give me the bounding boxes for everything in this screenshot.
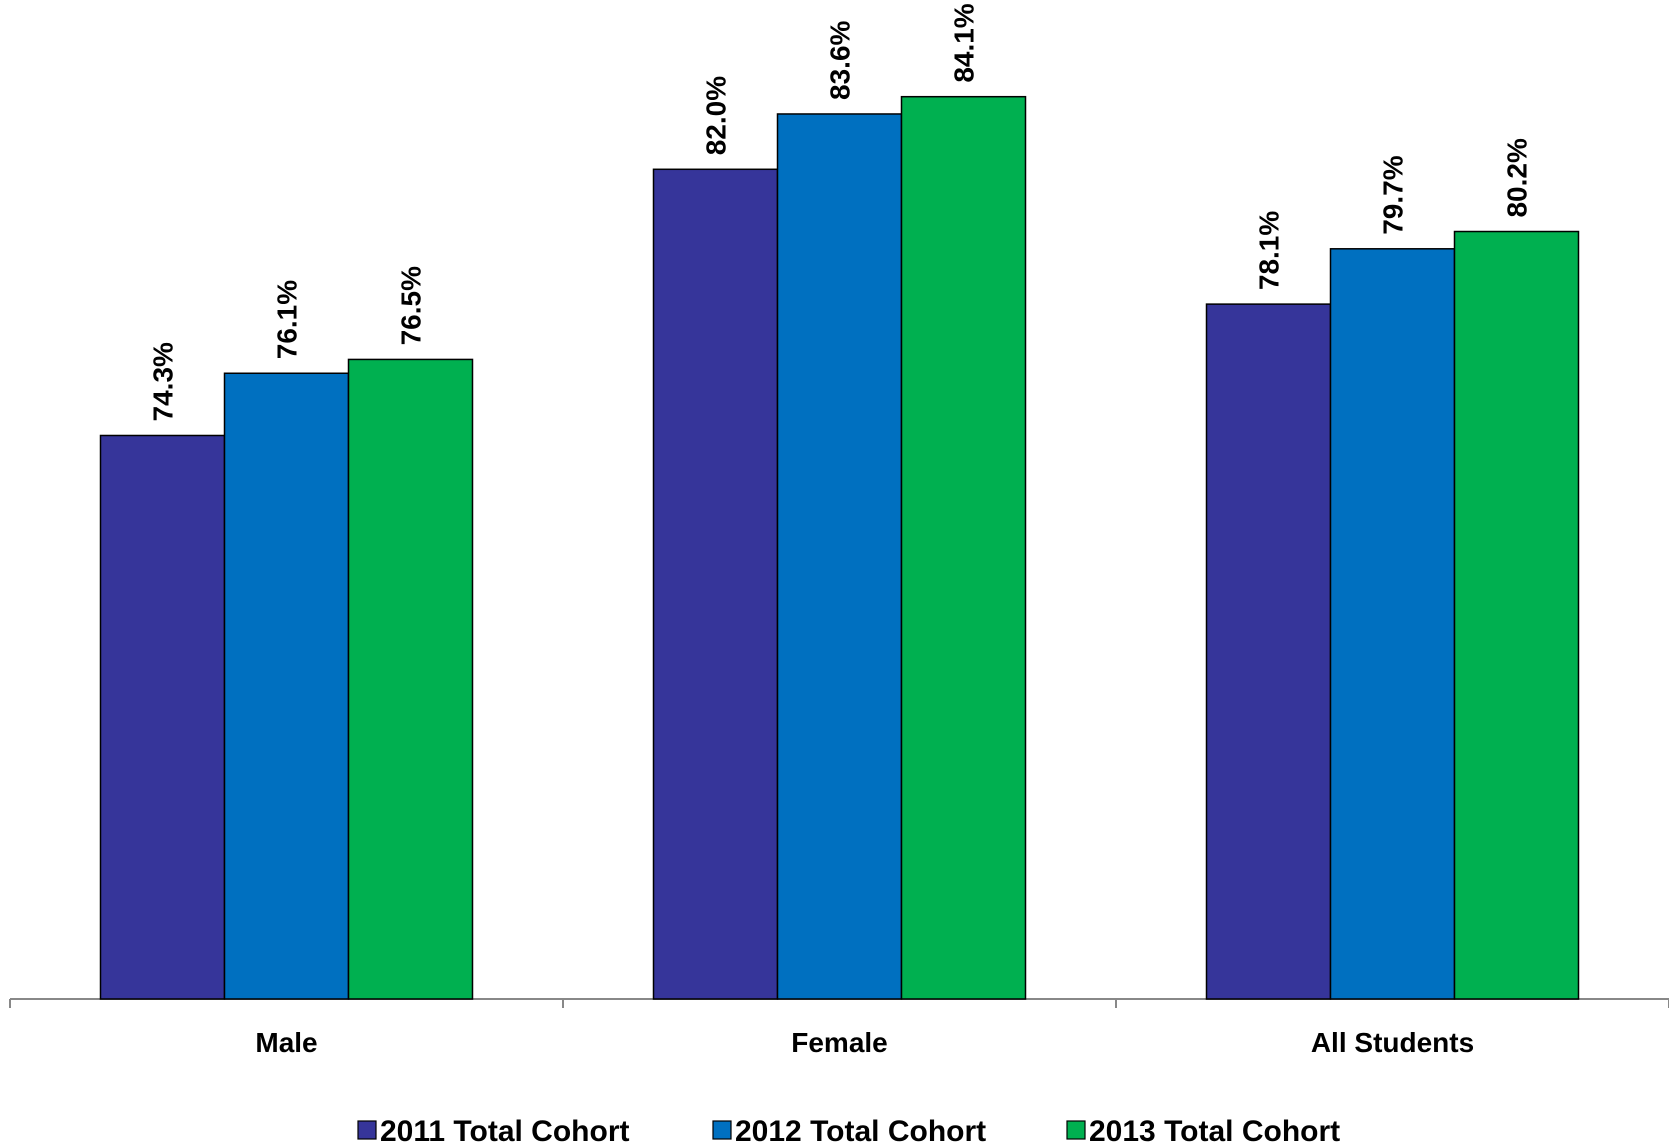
bar — [347, 358, 474, 1000]
legend-label: 2012 Total Cohort — [735, 1115, 986, 1147]
data-label: 78.1% — [1254, 211, 1285, 290]
category-labels-group: Male Female All Students — [255, 1027, 1474, 1058]
category-label: Male — [255, 1027, 317, 1058]
category-label: All Students — [1311, 1027, 1474, 1058]
legend-label: 2013 Total Cohort — [1089, 1115, 1340, 1147]
data-label: 82.0% — [701, 76, 732, 155]
legend-label: 2011 Total Cohort — [380, 1115, 630, 1147]
bars-group — [99, 95, 1580, 1000]
data-label: 79.7% — [1378, 155, 1409, 234]
x-axis-ticks — [9, 999, 1669, 1008]
legend-swatch — [1066, 1120, 1086, 1140]
bar — [223, 372, 350, 1000]
data-label: 76.5% — [396, 266, 427, 345]
category-label: Female — [791, 1027, 888, 1058]
bar — [99, 434, 226, 1000]
bar — [900, 95, 1027, 1000]
data-label: 80.2% — [1502, 138, 1533, 217]
data-label: 84.1% — [949, 3, 980, 82]
bar — [1329, 248, 1456, 1000]
bar — [1205, 303, 1332, 1000]
bar — [652, 168, 779, 1000]
bar — [1453, 230, 1580, 1000]
legend: 2011 Total Cohort 2012 Total Cohort 2013 T… — [357, 1115, 1340, 1147]
data-label: 76.1% — [272, 280, 303, 359]
value-labels-group: 74.3% 76.1% 76.5% 82.0% 83.6% 84.1% 78.1% 79.7%… — [148, 3, 1533, 421]
data-label: 74.3% — [148, 342, 179, 421]
legend-swatch — [357, 1120, 377, 1140]
bar — [776, 113, 903, 1000]
data-label: 83.6% — [825, 20, 856, 99]
legend-swatch — [712, 1120, 732, 1140]
